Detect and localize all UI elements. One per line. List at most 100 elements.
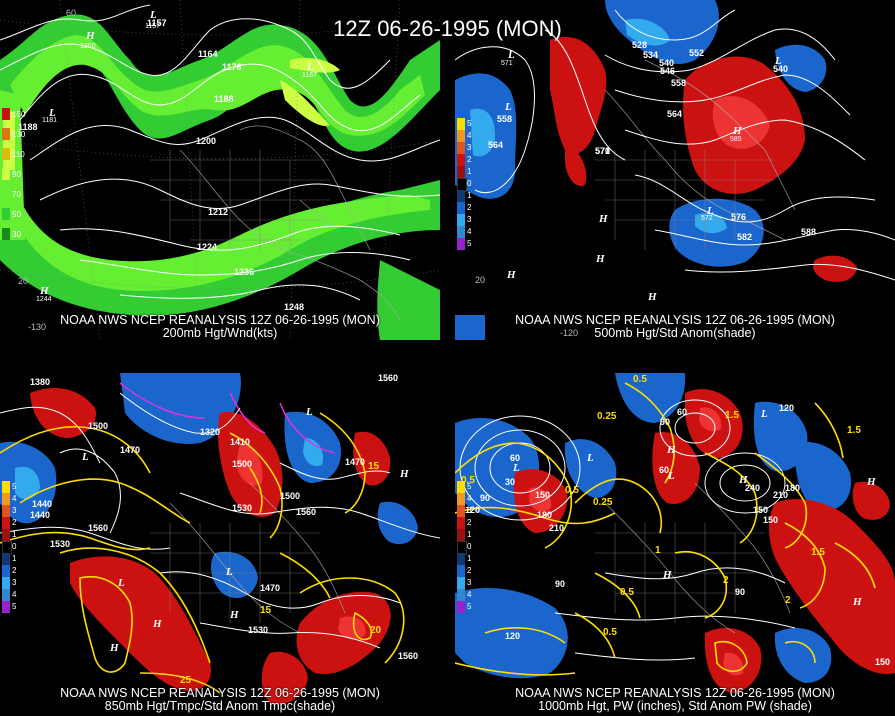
center-value: 1157 bbox=[145, 23, 160, 30]
high-symbol: H bbox=[647, 291, 657, 303]
low-symbol: L bbox=[706, 205, 714, 217]
anom-neg-central bbox=[210, 551, 258, 598]
contour-label: 1224 bbox=[197, 242, 217, 252]
lat-label: 20 bbox=[18, 276, 28, 286]
contour-label: 90 bbox=[660, 417, 670, 427]
contour-label: 1248 bbox=[284, 302, 304, 312]
contour-label: 546 bbox=[660, 66, 675, 76]
contour-label: 90 bbox=[735, 587, 745, 597]
contour-label: 210 bbox=[773, 490, 788, 500]
low-symbol: L bbox=[774, 55, 782, 67]
map-850mb: 1380 1500 1470 1440 1560 1530 1500 1410 … bbox=[0, 373, 440, 705]
coastlines bbox=[604, 59, 796, 241]
panel-caption: NOAA NWS NCEP REANALYSIS 12Z 06-26-1995 … bbox=[515, 686, 835, 700]
contour-label: 1157 bbox=[147, 18, 167, 28]
contour-label: 1200 bbox=[196, 136, 216, 146]
anom-neg-ne bbox=[753, 401, 808, 472]
contour-label: 1500 bbox=[232, 459, 252, 469]
low-symbol: L bbox=[512, 462, 520, 474]
contour-label: 570 bbox=[595, 146, 610, 156]
pw-label: 0.5 bbox=[603, 627, 617, 638]
pw-label: 1.5 bbox=[725, 410, 739, 421]
map-1000mb: 60 90 120 150 180 210 30 60 90 120 150 1… bbox=[455, 373, 895, 693]
low-symbol: L bbox=[504, 101, 512, 113]
anom-pos-east-core bbox=[712, 96, 770, 149]
anom-pos-nw bbox=[30, 388, 96, 438]
pw-label: 0.5 bbox=[461, 475, 475, 486]
panel-850mb: 1380 1500 1470 1440 1560 1530 1500 1410 … bbox=[0, 373, 440, 713]
pw-label: 0.25 bbox=[597, 411, 617, 422]
high-symbol: H bbox=[152, 618, 162, 630]
high-symbol: H bbox=[399, 468, 409, 480]
panel-500mb: 528 534 540 546 552 558 564 570 576 582 … bbox=[455, 0, 895, 340]
contour-label: 558 bbox=[497, 114, 512, 124]
low-symbol: L bbox=[81, 451, 89, 463]
high-symbol: H bbox=[662, 569, 672, 581]
contour-label: 1560 bbox=[398, 651, 418, 661]
anom-neg-ne-core bbox=[303, 438, 324, 467]
center-value: 585 bbox=[730, 136, 742, 143]
center-value: 1244 bbox=[36, 296, 52, 303]
jet-core-south bbox=[15, 195, 430, 291]
temp-contours bbox=[0, 412, 405, 694]
anom-pos-east-far bbox=[852, 481, 890, 520]
contour-label: 180 bbox=[537, 510, 552, 520]
map-title: 12Z 06-26-1995 (MON) bbox=[333, 16, 562, 41]
state-grid bbox=[595, 150, 775, 250]
contour-label: 1236 bbox=[234, 267, 254, 277]
contour-label: 1560 bbox=[378, 373, 398, 383]
anom-pos-west bbox=[550, 36, 607, 154]
anom-pos-north-core bbox=[699, 407, 722, 432]
pw-label: 2 bbox=[785, 595, 791, 606]
high-symbol: H bbox=[85, 30, 95, 42]
height-contours bbox=[455, 9, 895, 281]
pw-label: 0.25 bbox=[593, 497, 613, 508]
contour-label: 90 bbox=[555, 579, 565, 589]
panel-subcaption: 200mb Hgt/Wnd(kts) bbox=[162, 326, 278, 340]
high-symbol: H bbox=[598, 213, 608, 225]
anom-pos-west-2 bbox=[565, 140, 587, 186]
contour-label: 150 bbox=[763, 515, 778, 525]
low-symbol: L bbox=[117, 577, 125, 589]
temp-label: 20 bbox=[370, 625, 382, 636]
anom-neg-east bbox=[377, 501, 418, 545]
pw-contours bbox=[455, 382, 876, 676]
center-value: 572 bbox=[701, 215, 713, 222]
anom-neg-north bbox=[120, 373, 241, 444]
low-symbol: L bbox=[225, 566, 233, 578]
pw-label: 0.5 bbox=[620, 587, 634, 598]
high-symbol: H bbox=[229, 609, 239, 621]
temp-label: 15 bbox=[368, 461, 380, 472]
high-symbol: H bbox=[506, 269, 516, 281]
temp-label: 15 bbox=[260, 605, 272, 616]
contour-label: 1188 bbox=[214, 94, 234, 104]
pw-label: 0.5 bbox=[565, 485, 579, 496]
center-value: 571 bbox=[501, 60, 513, 67]
high-symbol: H bbox=[852, 596, 862, 608]
pw-label: 1 bbox=[655, 545, 661, 556]
low-symbol: L bbox=[149, 9, 157, 21]
panel-1000mb: 60 90 120 150 180 210 30 60 90 120 150 1… bbox=[455, 373, 895, 713]
contour-label: 150 bbox=[535, 490, 550, 500]
map-500mb: 528 534 540 546 552 558 564 570 576 582 … bbox=[455, 0, 895, 340]
high-symbol: H bbox=[109, 642, 119, 654]
contour-label: 1530 bbox=[248, 625, 268, 635]
contour-label: 582 bbox=[737, 232, 752, 242]
high-symbol: H bbox=[595, 253, 605, 265]
contour-label: 60 bbox=[659, 465, 669, 475]
anom-neg-north bbox=[615, 373, 686, 423]
contour-label: 564 bbox=[667, 109, 682, 119]
coastlines bbox=[179, 125, 401, 321]
jet-core-north bbox=[10, 35, 425, 136]
lon-label: -130 bbox=[28, 322, 46, 332]
contour-label: 210 bbox=[549, 523, 564, 533]
anom-neg-west-core bbox=[470, 108, 495, 157]
state-grid bbox=[150, 523, 320, 623]
contour-label: 120 bbox=[505, 631, 520, 641]
anom-pos-se-core bbox=[338, 616, 366, 640]
high-symbol: H bbox=[866, 476, 876, 488]
contour-label: 1176 bbox=[222, 62, 242, 72]
lon-label: -120 bbox=[560, 328, 578, 338]
pw-label: 0.5 bbox=[633, 374, 647, 385]
contour-label: 1212 bbox=[208, 207, 228, 217]
